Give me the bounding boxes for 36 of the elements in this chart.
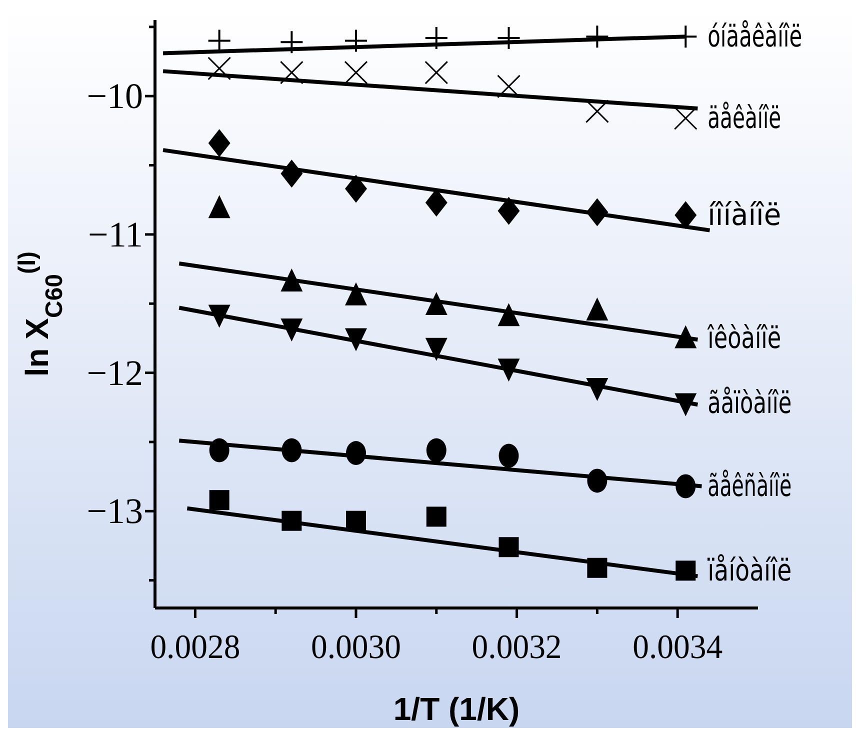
series-label: îêòàíîë	[706, 321, 796, 356]
point	[585, 100, 609, 124]
point	[498, 26, 520, 49]
series-label: ãåêñàíîë	[708, 469, 823, 504]
x-tick-label: 0.0028	[150, 629, 244, 666]
point	[280, 60, 304, 84]
point	[498, 196, 520, 225]
point	[208, 56, 232, 80]
point	[345, 30, 367, 52]
point	[208, 195, 230, 218]
series-label: íîíàíîë	[708, 198, 782, 234]
point	[425, 26, 448, 49]
text: 0.0030	[311, 629, 404, 666]
y-tick-label: −10	[86, 76, 143, 116]
series-label: äåêàíîë	[708, 101, 806, 136]
point	[209, 490, 230, 510]
point	[424, 60, 448, 84]
point	[208, 129, 230, 158]
y-tick-label: −12	[86, 352, 143, 393]
point	[426, 506, 446, 527]
point	[345, 282, 367, 306]
point	[497, 74, 521, 98]
y-tick-label: −13	[86, 491, 143, 532]
point	[344, 60, 368, 84]
x-tick-label: 0.0034	[632, 629, 726, 666]
point	[498, 444, 519, 468]
point	[345, 174, 367, 203]
point	[586, 298, 608, 321]
point	[426, 438, 446, 462]
series-label: óíäåêàíîë	[708, 20, 830, 55]
series-label: ïåíòàíîë	[706, 554, 804, 589]
x-axis-title: 1/T (1/K)	[393, 691, 520, 727]
series-label: ãåïòàíîë	[708, 386, 813, 422]
y-tick-label: −11	[88, 214, 143, 254]
point	[280, 31, 303, 54]
x-tick-label: 0.0032	[472, 629, 566, 666]
